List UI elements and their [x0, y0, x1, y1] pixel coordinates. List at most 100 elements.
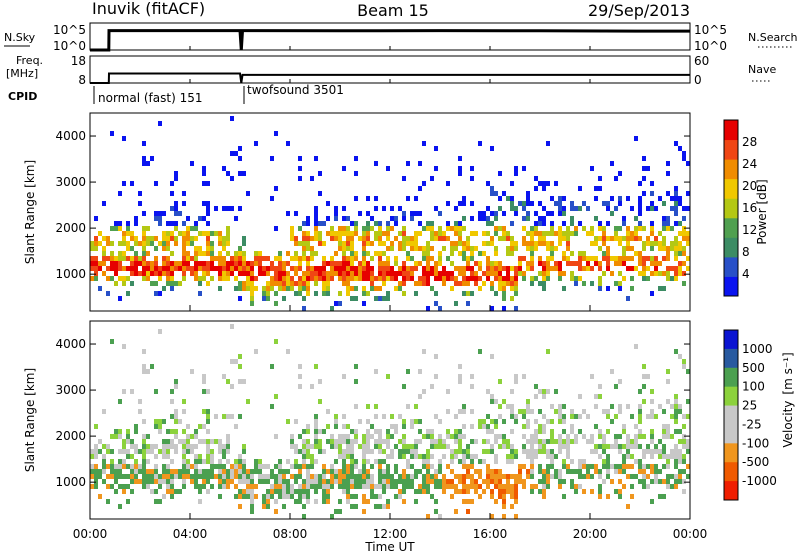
velocity-cell	[122, 444, 126, 449]
power-cell	[402, 226, 406, 231]
velocity-cell	[654, 414, 658, 419]
velocity-cell	[326, 424, 330, 429]
power-cell	[346, 246, 350, 251]
power-cell	[538, 231, 542, 236]
power-cell	[138, 256, 142, 261]
power-cell	[602, 226, 606, 231]
velocity-cell	[146, 484, 150, 489]
velocity-cell	[594, 404, 598, 409]
velocity-cell	[274, 484, 278, 489]
velocity-cell	[154, 469, 158, 474]
power-cell	[298, 281, 302, 286]
power-cell	[334, 301, 338, 306]
power-cell	[434, 271, 438, 276]
power-cell	[658, 246, 662, 251]
power-cell	[538, 236, 542, 241]
velocity-cell	[502, 484, 506, 489]
power-cell	[314, 281, 318, 286]
velocity-cell	[438, 434, 442, 439]
velocity-cell	[494, 424, 498, 429]
power-cell	[414, 231, 418, 236]
power-cell	[326, 231, 330, 236]
velocity-cell	[202, 424, 206, 429]
power-cell	[654, 206, 658, 211]
power-cell	[154, 256, 158, 261]
velocity-cell	[266, 464, 270, 469]
power-cell	[502, 231, 506, 236]
power-cell	[522, 226, 526, 231]
power-cell	[206, 221, 210, 226]
power-cell	[602, 256, 606, 261]
power-cell	[298, 156, 302, 161]
power-cell	[582, 251, 586, 256]
power-cell	[242, 171, 246, 176]
velocity-cell	[338, 509, 342, 514]
velocity-cell	[314, 499, 318, 504]
power-cell	[682, 261, 686, 266]
power-cell	[342, 246, 346, 251]
power-cell	[170, 281, 174, 286]
velocity-cell	[514, 494, 518, 499]
power-cell	[610, 196, 614, 201]
power-cell	[90, 276, 94, 281]
power-cell	[234, 251, 238, 256]
velocity-cell	[582, 434, 586, 439]
velocity-cell	[546, 439, 550, 444]
velocity-cell	[570, 479, 574, 484]
velocity-cell	[674, 474, 678, 479]
velocity-cell	[598, 484, 602, 489]
power-cell	[146, 226, 150, 231]
velocity-cell	[510, 414, 514, 419]
power-cell	[174, 221, 178, 226]
velocity-cell	[534, 384, 538, 389]
power-cell	[154, 216, 158, 221]
velocity-cell	[142, 479, 146, 484]
power-cell	[426, 261, 430, 266]
velocity-cell	[214, 439, 218, 444]
velocity-cell	[566, 434, 570, 439]
velocity-cell	[402, 489, 406, 494]
velocity-cell	[594, 449, 598, 454]
velocity-cell	[446, 464, 450, 469]
power-cell	[562, 251, 566, 256]
power-cell	[250, 276, 254, 281]
power-cell	[318, 231, 322, 236]
power-cell	[346, 236, 350, 241]
power-cell	[130, 236, 134, 241]
velocity-cell	[454, 434, 458, 439]
velocity-cell	[658, 449, 662, 454]
power-cell	[298, 261, 302, 266]
power-cell	[402, 231, 406, 236]
velocity-cell	[118, 399, 122, 404]
power-cell	[246, 191, 250, 196]
power-cell	[230, 116, 234, 121]
power-cell	[606, 246, 610, 251]
power-cell	[530, 251, 534, 256]
power-cell	[518, 266, 522, 271]
power-cell	[178, 211, 182, 216]
velocity-cell	[250, 504, 254, 509]
velocity-cell	[486, 414, 490, 419]
nsky-tick-top: 10^5	[53, 23, 86, 37]
velocity-cell	[290, 434, 294, 439]
power-cell	[110, 266, 114, 271]
velocity-cell	[154, 474, 158, 479]
velocity-cell	[358, 444, 362, 449]
velocity-cell	[406, 464, 410, 469]
power-cell	[202, 181, 206, 186]
velocity-cell	[298, 469, 302, 474]
velocity-cell	[534, 484, 538, 489]
power-cell	[254, 261, 258, 266]
velocity-cell	[602, 409, 606, 414]
velocity-cell	[502, 499, 506, 504]
velocity-cell	[342, 489, 346, 494]
power-cell	[218, 276, 222, 281]
time-x-axis: 00:00 04:00 08:00 12:00 16:00 20:00 00:00	[73, 46, 707, 541]
power-cell	[206, 231, 210, 236]
velocity-cell	[230, 359, 234, 364]
velocity-cell	[234, 474, 238, 479]
power-cell	[542, 261, 546, 266]
velocity-cell	[474, 439, 478, 444]
velocity-cell	[534, 429, 538, 434]
